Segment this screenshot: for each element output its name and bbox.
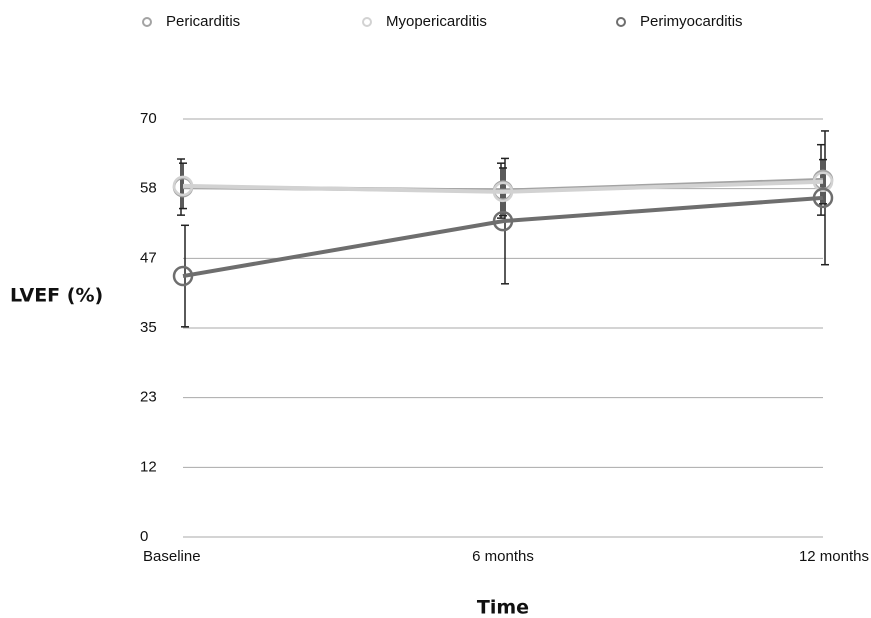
- legend-marker: [362, 17, 372, 27]
- legend-label: Pericarditis: [166, 13, 240, 30]
- error-bar: [177, 158, 185, 216]
- point: [172, 265, 194, 287]
- point: [492, 210, 514, 232]
- point: [812, 171, 834, 192]
- y-tick-label: 12: [140, 458, 157, 475]
- y-axis-title: LVEF (%): [10, 285, 103, 307]
- y-tick-label: 35: [140, 319, 157, 336]
- y-tick-label: 23: [140, 389, 157, 406]
- legend-label: Perimyocarditis: [640, 13, 743, 30]
- error-bar: [821, 130, 829, 266]
- x-axis-title: Time: [477, 597, 529, 618]
- y-tick-label: 0: [140, 528, 148, 545]
- x-tick-label: 6 months: [472, 548, 534, 565]
- point: [492, 181, 514, 203]
- y-tick-label: 47: [140, 249, 157, 266]
- legend-marker: [142, 17, 152, 27]
- x-tick-label: 12 months: [799, 548, 869, 565]
- y-tick-label: 58: [140, 180, 157, 197]
- series-line: [182, 179, 824, 194]
- legend-label: Myopericarditis: [386, 13, 487, 30]
- x-tick-label: Baseline: [143, 548, 201, 565]
- point: [172, 175, 194, 197]
- y-tick-label: 70: [140, 110, 157, 127]
- point: [812, 187, 834, 209]
- legend-marker: [616, 17, 626, 27]
- series-line: [182, 195, 824, 279]
